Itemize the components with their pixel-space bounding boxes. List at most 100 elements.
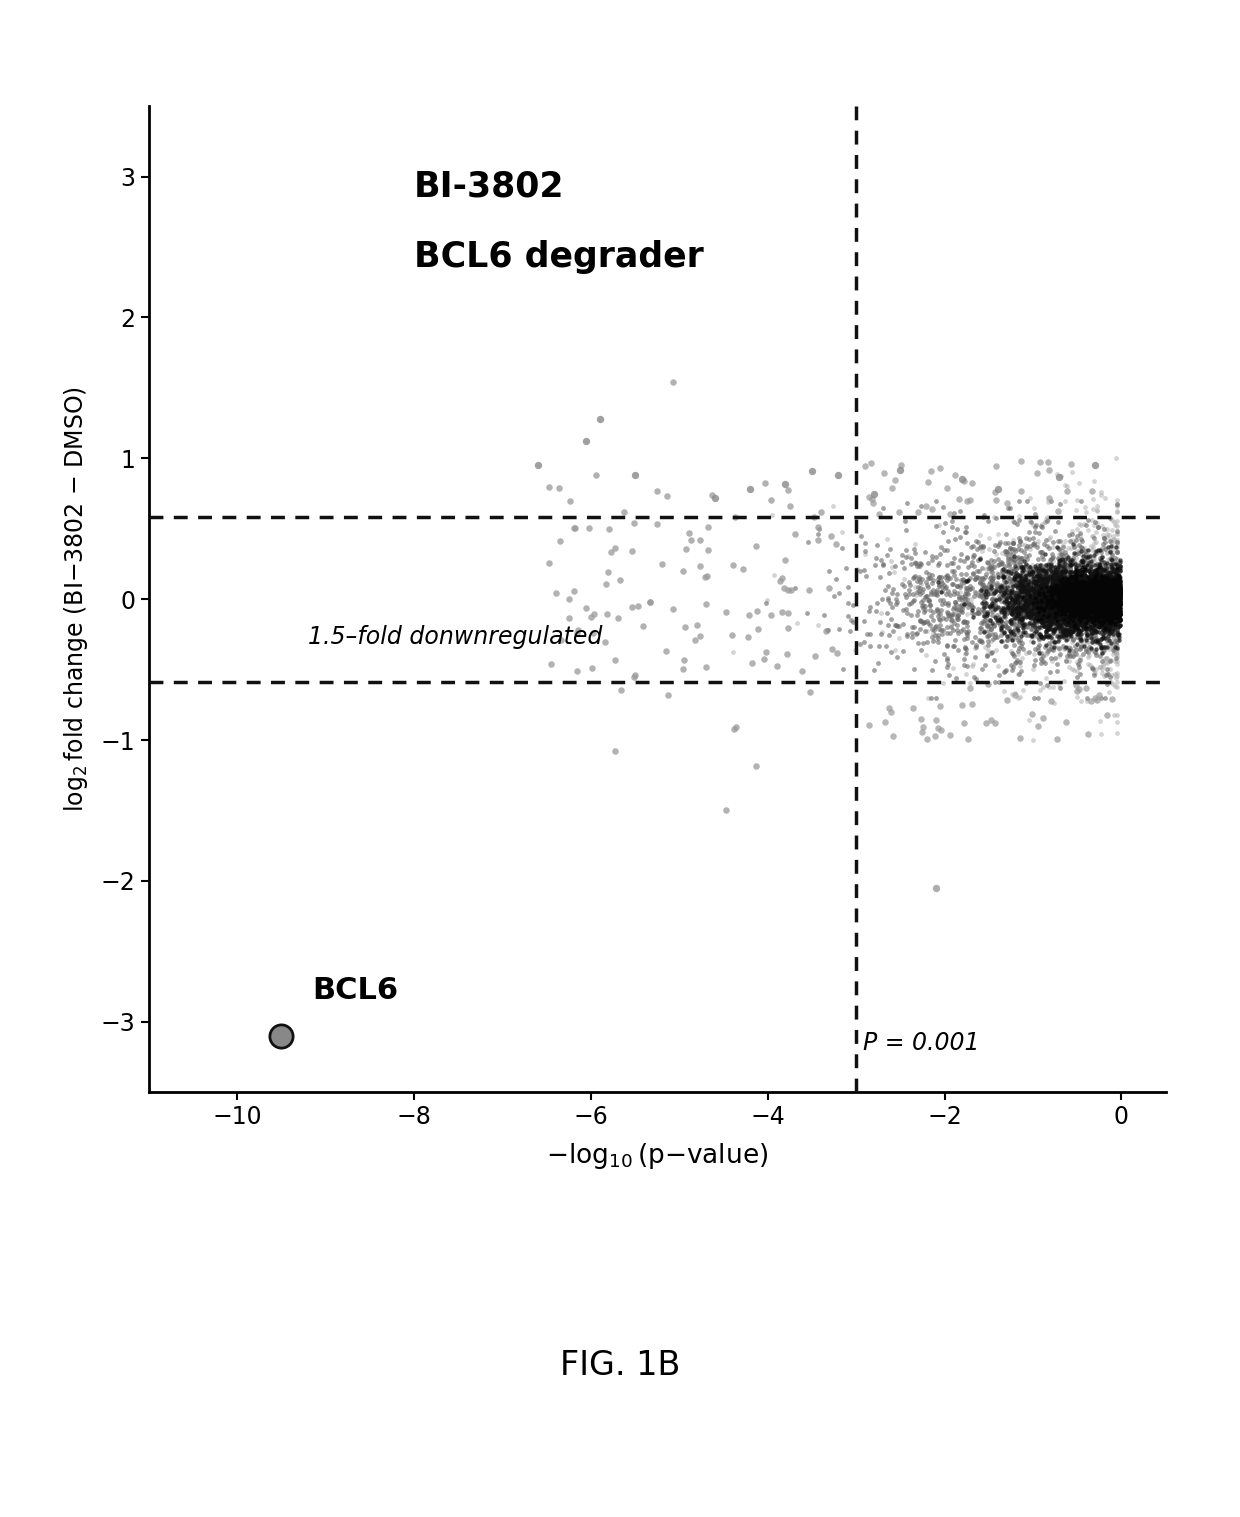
Point — [1078, 545, 1097, 569]
Point — [1049, 605, 1069, 630]
Point — [1091, 602, 1111, 627]
Point — [1053, 604, 1073, 628]
Point — [910, 608, 930, 633]
Point — [1086, 611, 1106, 636]
Point — [1018, 602, 1038, 627]
Point — [1086, 493, 1106, 517]
Point — [1094, 526, 1114, 551]
Point — [1106, 573, 1126, 598]
Point — [1066, 570, 1086, 595]
Point — [1052, 605, 1071, 630]
Point — [1076, 589, 1096, 613]
Point — [1076, 616, 1096, 640]
Point — [1090, 619, 1110, 643]
Point — [1097, 572, 1117, 596]
Point — [1061, 599, 1081, 623]
Point — [1045, 573, 1065, 598]
Point — [1096, 576, 1116, 601]
Point — [1003, 622, 1023, 646]
Point — [1079, 572, 1099, 596]
Point — [1076, 581, 1096, 605]
Point — [689, 528, 709, 552]
Point — [1102, 687, 1122, 711]
Point — [1091, 575, 1111, 599]
Point — [1075, 539, 1095, 563]
Point — [1073, 560, 1092, 584]
Point — [1089, 604, 1109, 628]
Point — [1043, 584, 1063, 608]
Point — [1096, 569, 1116, 593]
Point — [1094, 593, 1114, 617]
Point — [1086, 584, 1106, 608]
Point — [1065, 563, 1085, 587]
Point — [1039, 607, 1059, 631]
Point — [1028, 575, 1048, 599]
Point — [949, 604, 968, 628]
Point — [1110, 583, 1130, 607]
Point — [1037, 567, 1056, 592]
Point — [1107, 579, 1127, 604]
Point — [1087, 581, 1107, 605]
Point — [925, 724, 945, 748]
Point — [1106, 598, 1126, 622]
Point — [990, 587, 1009, 611]
Point — [1083, 610, 1102, 634]
Point — [1106, 602, 1126, 627]
Point — [1068, 586, 1087, 610]
Point — [1052, 598, 1071, 622]
Point — [1081, 590, 1101, 614]
Point — [1064, 586, 1084, 610]
Point — [1050, 581, 1070, 605]
Point — [1068, 576, 1087, 601]
Point — [1078, 595, 1097, 619]
Point — [1025, 575, 1045, 599]
Point — [998, 496, 1018, 520]
Point — [1090, 587, 1110, 611]
Point — [954, 567, 973, 592]
Point — [1081, 689, 1101, 713]
Point — [879, 623, 899, 648]
Point — [1012, 479, 1032, 504]
Point — [1018, 557, 1038, 581]
Point — [1090, 579, 1110, 604]
Point — [882, 595, 901, 619]
Point — [1084, 586, 1104, 610]
Point — [1074, 589, 1094, 613]
Point — [1096, 584, 1116, 608]
Point — [1063, 593, 1083, 617]
Point — [1080, 583, 1100, 607]
Point — [1011, 596, 1030, 620]
Point — [897, 623, 916, 648]
Point — [1092, 587, 1112, 611]
Point — [1069, 592, 1089, 616]
Point — [982, 560, 1002, 584]
Point — [1068, 575, 1087, 599]
Point — [1099, 584, 1118, 608]
Point — [1080, 561, 1100, 586]
Point — [1025, 604, 1045, 628]
Point — [1101, 602, 1121, 627]
Point — [1090, 581, 1110, 605]
Point — [1063, 593, 1083, 617]
Point — [1101, 622, 1121, 646]
Point — [929, 572, 949, 596]
Point — [1014, 595, 1034, 619]
Point — [1027, 561, 1047, 586]
Point — [1094, 531, 1114, 555]
Point — [1052, 604, 1071, 628]
Point — [1075, 593, 1095, 617]
Point — [1099, 601, 1118, 625]
Point — [1087, 590, 1107, 614]
Point — [1109, 595, 1128, 619]
Point — [868, 634, 888, 658]
Point — [1079, 566, 1099, 590]
Point — [1081, 525, 1101, 549]
Point — [1107, 493, 1127, 517]
Point — [1097, 657, 1117, 681]
Point — [913, 576, 932, 601]
Point — [1055, 601, 1075, 625]
Point — [1080, 543, 1100, 567]
Point — [1095, 583, 1115, 607]
Point — [1008, 686, 1028, 710]
Point — [1081, 587, 1101, 611]
